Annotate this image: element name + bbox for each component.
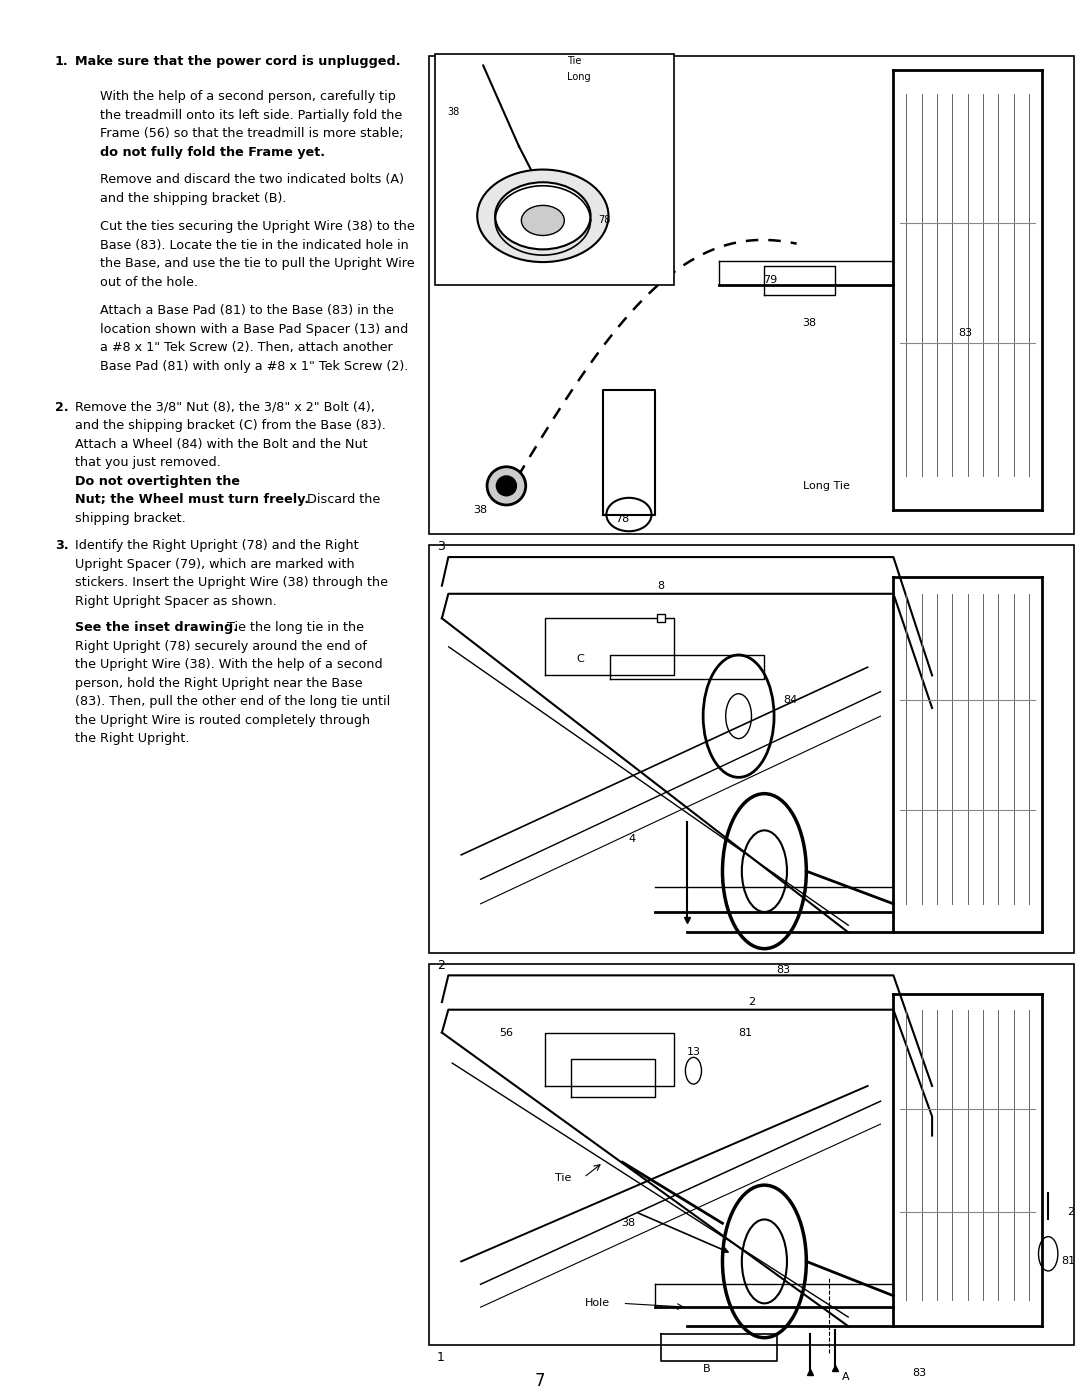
Text: Hole: Hole: [584, 1298, 609, 1309]
Text: 56: 56: [499, 1028, 513, 1038]
Text: 3: 3: [437, 539, 445, 553]
Text: Remove the 3/8" Nut (8), the 3/8" x 2" Bolt (4),: Remove the 3/8" Nut (8), the 3/8" x 2" B…: [75, 401, 375, 414]
Text: Attach a Base Pad (81) to the Base (83) in the: Attach a Base Pad (81) to the Base (83) …: [100, 305, 394, 317]
Text: Remove and discard the two indicated bolts (A): Remove and discard the two indicated bol…: [100, 173, 404, 186]
Text: stickers. Insert the Upright Wire (38) through the: stickers. Insert the Upright Wire (38) t…: [75, 577, 388, 590]
Text: 2: 2: [1067, 1207, 1075, 1217]
Text: out of the hole.: out of the hole.: [100, 275, 198, 289]
Text: Right Upright Spacer as shown.: Right Upright Spacer as shown.: [75, 595, 276, 608]
Text: that you just removed.: that you just removed.: [75, 455, 220, 469]
Text: 1.: 1.: [55, 54, 69, 68]
Text: 78: 78: [597, 215, 610, 225]
Text: B: B: [702, 1365, 711, 1375]
Text: 4: 4: [629, 834, 635, 844]
Bar: [429, 545, 1074, 953]
Text: Attach a Wheel (84) with the Bolt and the Nut: Attach a Wheel (84) with the Bolt and th…: [75, 437, 367, 451]
Text: 8: 8: [658, 581, 665, 591]
Text: Tie the long tie in the: Tie the long tie in the: [222, 622, 364, 634]
Text: 83: 83: [958, 328, 972, 338]
Text: shipping bracket.: shipping bracket.: [75, 511, 186, 525]
Text: Right Upright (78) securely around the end of: Right Upright (78) securely around the e…: [75, 640, 367, 652]
Bar: [435, 54, 674, 285]
Text: Make sure that the power cord is unplugged.: Make sure that the power cord is unplugg…: [75, 54, 401, 68]
Text: (83). Then, pull the other end of the long tie until: (83). Then, pull the other end of the lo…: [75, 696, 390, 708]
Text: the Right Upright.: the Right Upright.: [75, 732, 189, 746]
Bar: [429, 56, 1074, 534]
Text: 7: 7: [535, 1372, 545, 1390]
Ellipse shape: [495, 182, 591, 249]
Ellipse shape: [522, 205, 565, 236]
Text: Discard the: Discard the: [303, 493, 380, 506]
Text: 83: 83: [777, 965, 791, 975]
Text: a #8 x 1" Tek Screw (2). Then, attach another: a #8 x 1" Tek Screw (2). Then, attach an…: [100, 341, 393, 355]
Text: and the shipping bracket (B).: and the shipping bracket (B).: [100, 191, 286, 205]
Text: 38: 38: [447, 106, 460, 117]
Text: 3.: 3.: [55, 539, 69, 552]
Bar: [429, 964, 1074, 1345]
Text: 38: 38: [801, 319, 816, 328]
Text: Tie: Tie: [554, 1172, 571, 1182]
Text: Upright Spacer (79), which are marked with: Upright Spacer (79), which are marked wi…: [75, 557, 354, 571]
Text: the Base, and use the tie to pull the Upright Wire: the Base, and use the tie to pull the Up…: [100, 257, 415, 271]
Text: 2.: 2.: [55, 401, 69, 414]
Text: 2: 2: [437, 958, 445, 972]
Text: With the help of a second person, carefully tip: With the help of a second person, carefu…: [100, 91, 396, 103]
Text: 79: 79: [764, 275, 778, 285]
Text: the Upright Wire is routed completely through: the Upright Wire is routed completely th…: [75, 714, 370, 726]
Text: do not fully fold the Frame yet.: do not fully fold the Frame yet.: [100, 145, 325, 159]
Ellipse shape: [497, 476, 516, 496]
Text: location shown with a Base Pad Spacer (13) and: location shown with a Base Pad Spacer (1…: [100, 323, 408, 335]
Text: 78: 78: [616, 514, 630, 524]
Text: the Upright Wire (38). With the help of a second: the Upright Wire (38). With the help of …: [75, 658, 382, 672]
Text: 38: 38: [473, 504, 488, 514]
Text: Base (83). Locate the tie in the indicated hole in: Base (83). Locate the tie in the indicat…: [100, 239, 408, 251]
Text: 38: 38: [621, 1218, 635, 1228]
Text: and the shipping bracket (C) from the Base (83).: and the shipping bracket (C) from the Ba…: [75, 419, 386, 432]
Text: Identify the Right Upright (78) and the Right: Identify the Right Upright (78) and the …: [75, 539, 359, 552]
Text: A: A: [841, 1372, 850, 1382]
Text: Nut; the Wheel must turn freely.: Nut; the Wheel must turn freely.: [75, 493, 309, 506]
Text: 84: 84: [784, 694, 798, 705]
Text: 81: 81: [1061, 1256, 1076, 1267]
Text: Cut the ties securing the Upright Wire (38) to the: Cut the ties securing the Upright Wire (…: [100, 221, 415, 233]
Text: 13: 13: [687, 1046, 701, 1056]
Text: the treadmill onto its left side. Partially fold the: the treadmill onto its left side. Partia…: [100, 109, 402, 122]
Text: Frame (56) so that the treadmill is more stable;: Frame (56) so that the treadmill is more…: [100, 127, 404, 140]
Text: 81: 81: [738, 1028, 752, 1038]
Ellipse shape: [487, 467, 526, 504]
Text: person, hold the Right Upright near the Base: person, hold the Right Upright near the …: [75, 678, 363, 690]
Text: Tie: Tie: [567, 56, 581, 66]
Text: Long: Long: [567, 73, 591, 82]
Text: Long Tie: Long Tie: [804, 481, 850, 490]
Ellipse shape: [477, 169, 608, 263]
Text: 83: 83: [913, 1368, 927, 1379]
Text: 1: 1: [437, 1351, 445, 1365]
Text: Base Pad (81) with only a #8 x 1" Tek Screw (2).: Base Pad (81) with only a #8 x 1" Tek Sc…: [100, 360, 408, 373]
Text: Do not overtighten the: Do not overtighten the: [75, 475, 240, 488]
Text: See the inset drawing.: See the inset drawing.: [75, 622, 238, 634]
Text: C: C: [576, 654, 584, 664]
Text: 2: 2: [748, 997, 755, 1007]
